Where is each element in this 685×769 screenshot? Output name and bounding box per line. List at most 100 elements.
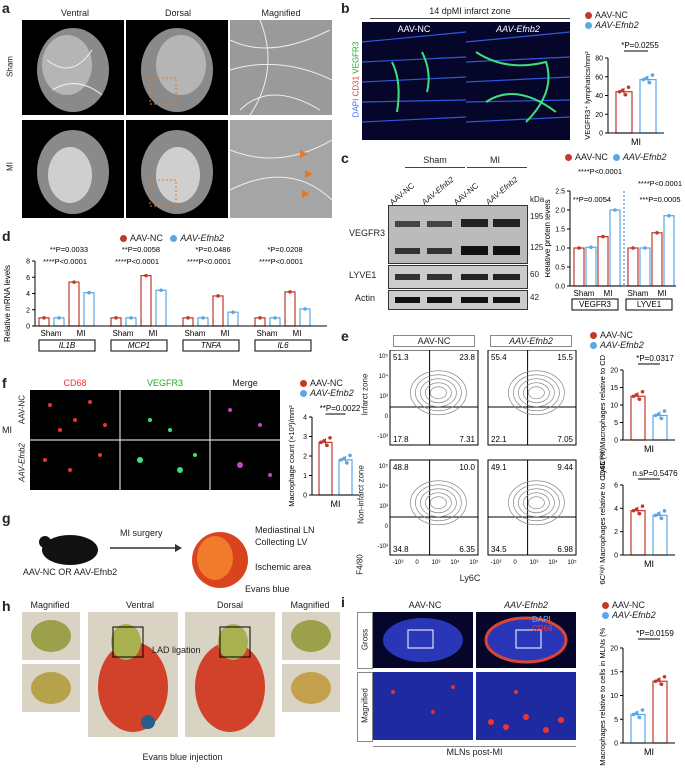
- i-row-gross-box: Gross: [357, 612, 373, 669]
- x-tick-label: Sham: [113, 329, 134, 338]
- p-value: *P=0.0317: [636, 355, 674, 363]
- data-point: [659, 682, 664, 687]
- i-group-nc: AAV-NC: [408, 600, 442, 610]
- panel-g-label: g: [2, 510, 11, 526]
- bar: [299, 308, 311, 327]
- x-tick-label: MI: [293, 329, 302, 338]
- y-tick-label: 15: [610, 669, 618, 676]
- h-mag-4: [282, 664, 340, 712]
- y-tick-label: -10³: [377, 434, 388, 440]
- contour: [523, 382, 550, 404]
- a-col-dorsal: Dorsal: [164, 8, 191, 18]
- data-point: [637, 397, 642, 402]
- quad-value: 48.8: [393, 463, 409, 472]
- x-tick-label: Sham: [574, 289, 595, 298]
- p-value: **P=0.0033: [50, 246, 88, 254]
- y-tick-label: 10³: [379, 504, 388, 510]
- i-efnb2-gross: [476, 612, 576, 668]
- c-marker-60: 60: [530, 270, 539, 279]
- c-band-vegfr3: VEGFR3: [349, 228, 386, 238]
- x-group-box: [571, 298, 619, 311]
- data-point: [159, 288, 163, 293]
- b-group-efnb2: AAV-Efnb2: [496, 24, 540, 34]
- g-schematic: [39, 532, 248, 588]
- x-tick-label: MI: [658, 289, 667, 298]
- b-stain-label: DAPI CD31 VEGFR3: [351, 41, 361, 118]
- p-value: **P=0.0022: [320, 405, 361, 413]
- i-stain-label: DAPI CD68: [532, 615, 553, 633]
- data-point: [144, 273, 148, 278]
- h-mag-3: [282, 612, 340, 660]
- panel-b-label: b: [341, 0, 350, 16]
- bar: [630, 713, 646, 744]
- y-axis-label: VEGFR3⁺ lymphatics/mm²: [583, 51, 592, 140]
- data-point: [662, 674, 667, 679]
- p-value: *P=0.0486: [195, 246, 230, 254]
- data-point: [643, 246, 647, 250]
- g-surgery: MI surgery: [120, 528, 163, 538]
- contour: [420, 378, 457, 408]
- data-point: [634, 711, 639, 715]
- y-tick-label: 0.5: [555, 265, 565, 272]
- contour: [410, 370, 467, 416]
- data-point: [667, 213, 671, 218]
- x-axis-label: MI: [644, 559, 654, 569]
- data-point: [659, 516, 664, 521]
- quad-value: 10.0: [459, 463, 475, 472]
- x-tick-label: 0: [513, 560, 517, 566]
- f-images: [30, 390, 280, 490]
- quad-value: 51.3: [393, 353, 409, 362]
- contour: [430, 386, 447, 400]
- y-tick-label: 10⁴: [379, 483, 389, 490]
- a-col-ventral: Ventral: [60, 8, 90, 18]
- x-tick-label: 10³: [432, 560, 441, 566]
- data-point: [653, 679, 658, 684]
- bar: [609, 209, 621, 287]
- data-point: [589, 245, 593, 250]
- h-mag-2: [22, 664, 80, 712]
- b-bar-chart: 0 20 40 60 80 MI VEGFR3⁺ lymphatics/mm² *P=0.02…: [583, 41, 664, 147]
- gene-label: IL1B: [59, 341, 76, 350]
- b-nc-image: [362, 22, 466, 140]
- gene-box: [182, 339, 240, 352]
- h-evans: Evans blue injection: [142, 752, 223, 762]
- contour: [425, 382, 452, 404]
- y-tick-label: 0.0: [555, 284, 565, 291]
- gene-label: TNFA: [201, 341, 221, 350]
- f-col-vegfr3: VEGFR3: [146, 378, 183, 388]
- y-tick-label: 1.5: [555, 227, 565, 234]
- y-tick-label: 60: [595, 74, 603, 81]
- bar: [83, 292, 95, 327]
- y-tick-label: 20: [610, 646, 618, 653]
- contour: [528, 386, 545, 400]
- h-col-dorsal: Dorsal: [216, 600, 243, 610]
- a-mi-magnified-image: [230, 120, 332, 218]
- data-point: [637, 715, 642, 720]
- x-tick-label: 10⁵: [469, 559, 479, 566]
- bar: [284, 291, 296, 327]
- e-group-nc: AAV-NC: [393, 335, 475, 347]
- h-ventral: [88, 612, 178, 737]
- data-point: [577, 246, 581, 250]
- x-axis-label: MI: [631, 137, 641, 147]
- x-axis-label: MI: [331, 499, 341, 509]
- e-group-efnb2: AAV-Efnb2: [490, 335, 572, 347]
- data-point: [631, 712, 636, 717]
- panel-i-label: i: [341, 594, 345, 610]
- c-marker-125: 125: [530, 243, 544, 252]
- c-lane-3: AAV-NC: [452, 181, 481, 207]
- data-point: [631, 394, 636, 399]
- data-point: [339, 458, 343, 462]
- b-title: 14 dpMI infarct zone: [429, 6, 511, 16]
- e-xlabel: Ly6C: [459, 573, 481, 583]
- f-side-mi: MI: [2, 425, 12, 435]
- data-point: [288, 290, 292, 294]
- x-tick-label: -10³: [491, 560, 502, 566]
- f-col-cd68: CD68: [63, 378, 87, 388]
- data-point: [620, 88, 625, 93]
- quad-value: 34.8: [393, 545, 409, 554]
- data-point: [216, 294, 220, 298]
- y-tick-label: 5: [614, 420, 618, 427]
- bar: [318, 441, 333, 496]
